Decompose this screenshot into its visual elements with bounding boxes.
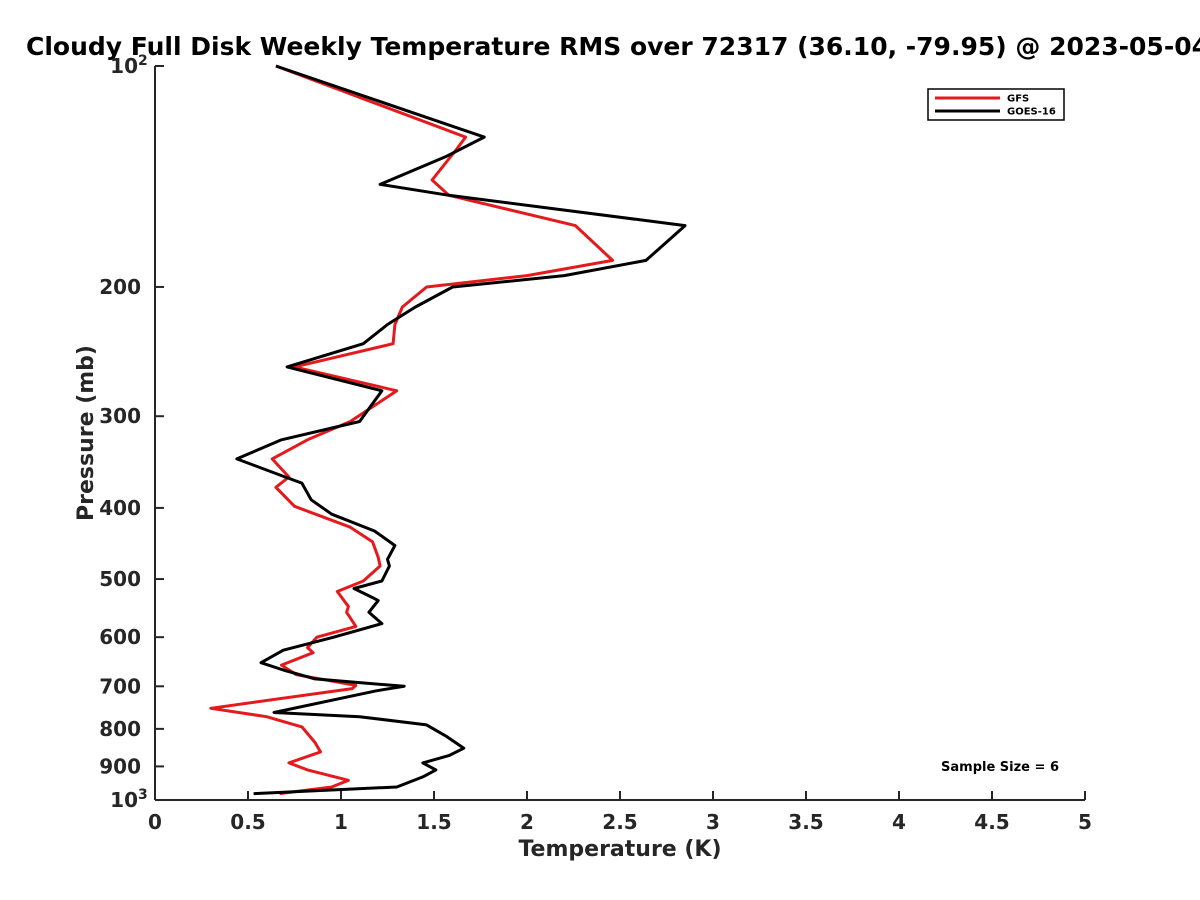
x-tick-label: 1.5 xyxy=(416,810,451,834)
plot-area xyxy=(154,66,1085,801)
series-group xyxy=(209,64,687,796)
y-tick-label: 200 xyxy=(99,275,141,299)
x-tick-label: 4.5 xyxy=(974,810,1009,834)
x-tick-label: 3.5 xyxy=(788,810,823,834)
x-tick-label: 2 xyxy=(520,810,534,834)
x-tick-label: 5 xyxy=(1078,810,1092,834)
legend-label: GFS xyxy=(1007,94,1029,105)
y-tick-label: 300 xyxy=(99,404,141,428)
y-tick-label: 10 xyxy=(110,788,138,812)
y-tick-label: 10 xyxy=(110,54,138,78)
y-tick-exponent: 2 xyxy=(138,53,148,69)
y-tick-label: 600 xyxy=(99,625,141,649)
x-ticks: 0 0.5 1 1.5 2 2.5 3 3.5 4 4.5 5 xyxy=(148,791,1092,834)
series-line-goes-16 xyxy=(235,64,687,796)
x-tick-label: 2.5 xyxy=(602,810,637,834)
x-tick-label: 0 xyxy=(148,810,162,834)
x-tick-label: 0.5 xyxy=(230,810,265,834)
legend-box xyxy=(927,88,1065,121)
x-tick-label: 4 xyxy=(892,810,906,834)
y-axis-label: Pressure (mb) xyxy=(74,345,99,521)
y-tick-exponent: 3 xyxy=(138,787,148,803)
sample-size-annotation: Sample Size = 6 xyxy=(941,760,1059,775)
x-tick-label: 1 xyxy=(334,810,348,834)
y-tick-label: 400 xyxy=(99,496,141,520)
y-tick-label: 900 xyxy=(99,754,141,778)
legend: GFS GOES-16 xyxy=(927,88,1065,121)
chart-title: Cloudy Full Disk Weekly Temperature RMS … xyxy=(26,32,1200,61)
y-tick-label: 800 xyxy=(99,717,141,741)
series-line-gfs xyxy=(209,64,615,796)
x-axis-label: Temperature (K) xyxy=(518,837,721,862)
y-tick-label: 700 xyxy=(99,674,141,698)
x-tick-label: 3 xyxy=(706,810,720,834)
y-tick-label: 500 xyxy=(99,567,141,591)
legend-label: GOES-16 xyxy=(1007,107,1056,118)
